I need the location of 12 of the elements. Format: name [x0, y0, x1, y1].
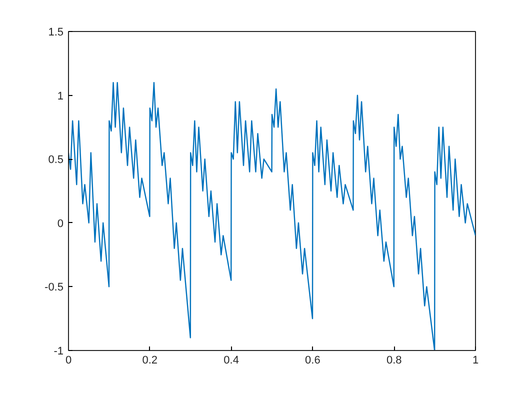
y-tick-label: -0.5 [44, 282, 64, 294]
y-tick-label: 0 [57, 218, 64, 230]
x-tick-label: 1 [472, 354, 479, 366]
x-tick-label: 0.2 [142, 354, 158, 366]
x-tick-label: 0.4 [224, 354, 239, 366]
x-tick-label: 0 [65, 354, 72, 366]
y-tick-label: 0.5 [48, 154, 64, 166]
y-tick-label: 1 [57, 90, 64, 102]
y-tick-label: 1.5 [48, 26, 64, 38]
x-tick-label: 0.6 [305, 354, 320, 366]
x-tick-label: 0.8 [386, 354, 402, 366]
y-tick-label: -1 [54, 346, 64, 358]
